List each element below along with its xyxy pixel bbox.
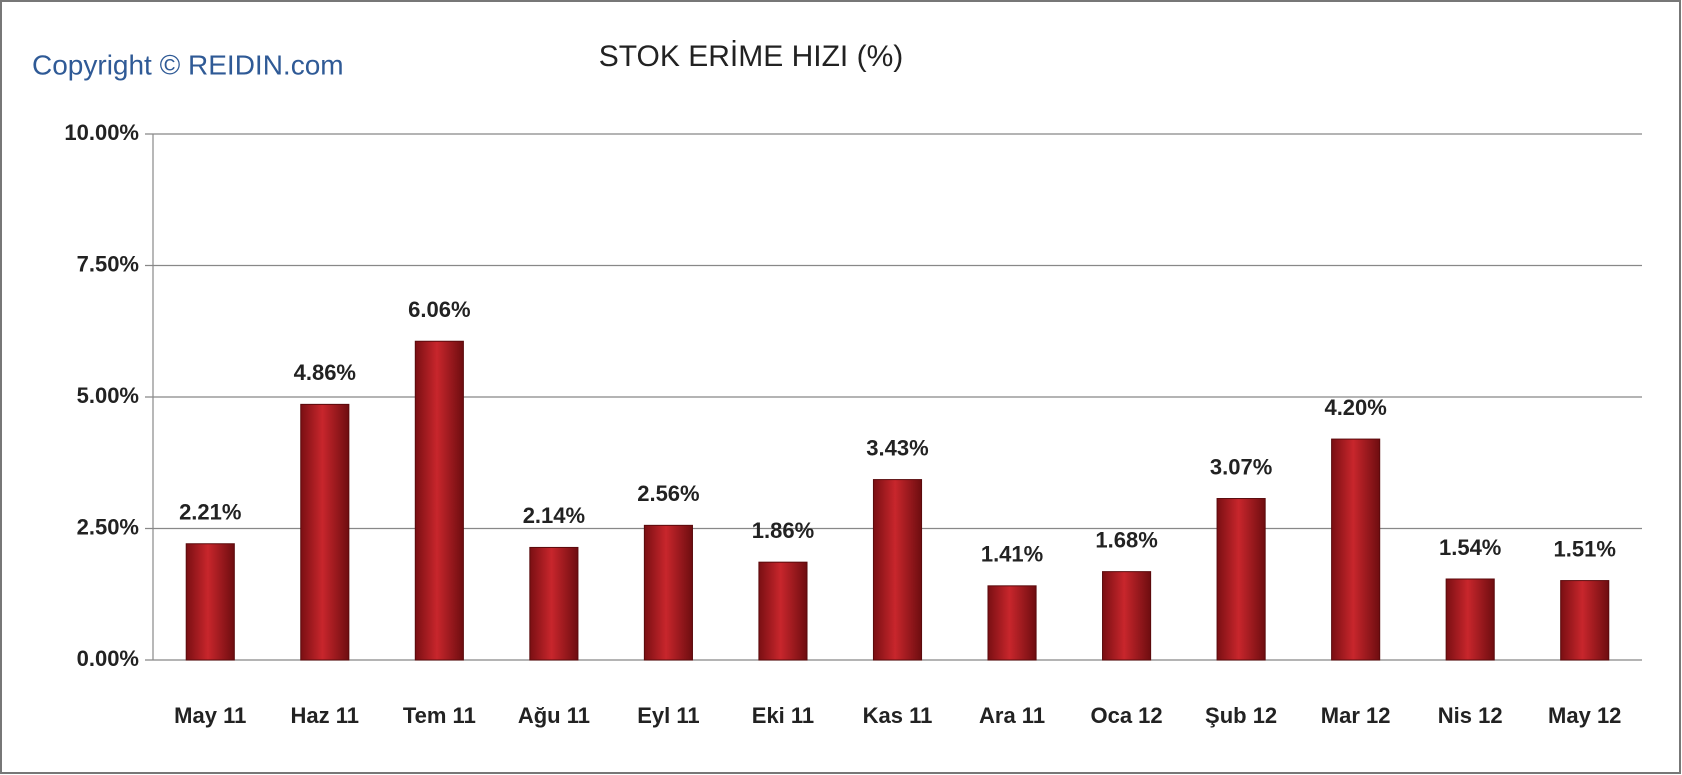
value-label: 1.51%	[1554, 536, 1616, 561]
x-tick-label: Oca 12	[1090, 703, 1162, 728]
y-tick-label: 2.50%	[77, 514, 139, 539]
x-tick-label: Kas 11	[863, 703, 933, 728]
x-tick-label: Ara 11	[979, 703, 1045, 728]
bar	[1445, 578, 1495, 661]
x-tick-label: Mar 12	[1321, 703, 1391, 728]
bar	[300, 403, 350, 661]
value-label: 1.41%	[981, 542, 1043, 567]
bar	[643, 524, 693, 661]
value-label: 4.86%	[294, 360, 356, 385]
bar	[987, 585, 1037, 661]
y-tick-label: 5.00%	[77, 383, 139, 408]
bar	[414, 340, 464, 661]
bar	[1331, 438, 1381, 661]
value-label: 3.07%	[1210, 454, 1272, 479]
x-tick-label: Şub 12	[1205, 703, 1277, 728]
y-tick-label: 10.00%	[64, 120, 139, 145]
x-tick-label: May 11	[174, 703, 246, 728]
copyright: Copyright © REIDIN.com	[32, 49, 344, 80]
bar	[185, 543, 235, 661]
bar	[1102, 571, 1152, 661]
x-tick-label: Haz 11	[291, 703, 360, 728]
bar	[758, 561, 808, 661]
value-label: 2.56%	[637, 481, 699, 506]
x-tick-label: Tem 11	[403, 703, 476, 728]
value-label: 3.43%	[866, 435, 928, 460]
x-tick-label: Eyl 11	[637, 703, 699, 728]
y-tick-label: 7.50%	[77, 251, 139, 276]
y-tick-label: 0.00%	[77, 646, 139, 671]
value-label: 1.86%	[752, 518, 814, 543]
x-tick-label: Eki 11	[752, 703, 814, 728]
bar	[1216, 498, 1266, 661]
bar	[529, 546, 579, 661]
value-label: 1.54%	[1439, 535, 1501, 560]
value-label: 6.06%	[408, 297, 470, 322]
value-label: 1.68%	[1095, 527, 1157, 552]
x-tick-label: May 12	[1548, 703, 1621, 728]
value-label: 4.20%	[1324, 395, 1386, 420]
chart-title: STOK ERİME HIZI (%)	[599, 40, 903, 73]
value-label: 2.14%	[523, 503, 585, 528]
bar	[1560, 580, 1610, 661]
x-tick-label: Nis 12	[1438, 703, 1503, 728]
bar	[872, 479, 923, 661]
x-tick-label: Ağu 11	[518, 703, 590, 728]
value-label: 2.21%	[179, 500, 241, 525]
